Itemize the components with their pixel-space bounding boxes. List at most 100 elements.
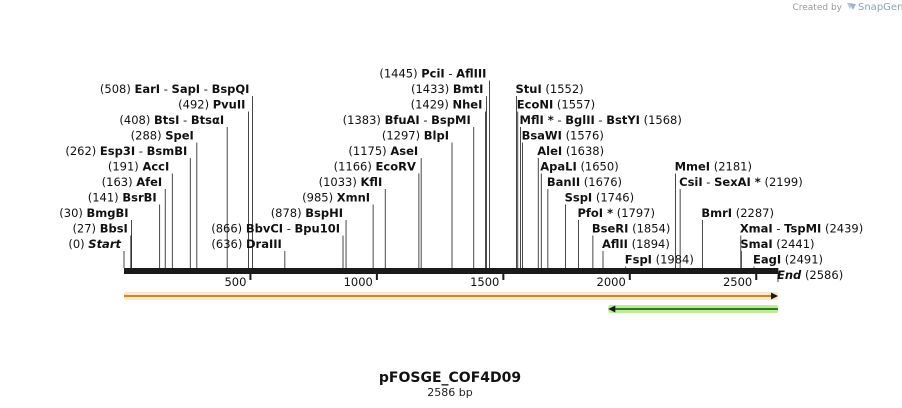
site-label-esp3i[interactable]: (262) Esp3I - BsmBI (65, 144, 187, 158)
name-separator: - (445, 67, 456, 81)
site-position: (1175) (348, 144, 386, 158)
site-position: (1746) (596, 191, 634, 205)
enzyme-name: BseRI (592, 222, 629, 236)
site-label-xmni[interactable]: (985) XmnI (302, 191, 370, 205)
name-separator: - (160, 82, 171, 96)
site-position: (2439) (825, 222, 863, 236)
site-label-pfoi[interactable]: PfoI * (1797) (577, 206, 655, 220)
enzyme-name: BbvCI (246, 222, 283, 236)
site-label-bmri[interactable]: BmrI (2287) (701, 206, 774, 220)
enzyme-name: StuI (516, 82, 542, 96)
site-label-xmai[interactable]: XmaI - TspMI (2439) (740, 222, 863, 236)
site-label-start[interactable]: (0) Start (68, 237, 121, 251)
snapgene-credit: Created by SnapGene (792, 2, 902, 13)
site-position: (2491) (785, 253, 823, 267)
site-label-fspi[interactable]: FspI (1984) (625, 253, 694, 267)
site-label-alei[interactable]: AleI (1638) (537, 144, 604, 158)
enzyme-name: BbsI (100, 222, 128, 236)
enzyme-name: SapI (172, 82, 201, 96)
enzyme-name: BsaWI (522, 129, 562, 143)
site-label-bseri[interactable]: BseRI (1854) (592, 222, 670, 236)
site-label-afei[interactable]: (163) AfeI (102, 175, 163, 189)
features-track (124, 292, 778, 313)
site-label-eagi[interactable]: EagI (2491) (753, 253, 823, 267)
site-position: (985) (302, 191, 333, 205)
site-label-eari[interactable]: (508) EarI - SapI - BspQI (100, 82, 250, 96)
site-position: (636) (211, 237, 242, 251)
site-label-blpi[interactable]: (1297) BlpI (382, 129, 449, 143)
site-label-bsawi[interactable]: BsaWI (1576) (522, 129, 604, 143)
enzyme-name: KflI (361, 175, 383, 189)
site-label-smai[interactable]: SmaI (2441) (740, 237, 814, 251)
feature-green-reverse[interactable] (608, 305, 778, 313)
site-position: (1576) (566, 129, 604, 143)
enzyme-name: FspI (625, 253, 652, 267)
feature-orange-forward[interactable] (124, 292, 778, 300)
site-label-spei[interactable]: (288) SpeI (131, 129, 194, 143)
ruler-tick-label: 500 (224, 275, 246, 289)
enzyme-name: BspHI (305, 206, 343, 220)
site-label-bsphi[interactable]: (878) BspHI (271, 206, 343, 220)
site-label-acci[interactable]: (191) AccI (108, 160, 169, 174)
site-position: (27) (72, 222, 96, 236)
site-label-apali[interactable]: ApaLI (1650) (540, 160, 618, 174)
site-label-aflii[interactable]: AflII (1894) (602, 237, 670, 251)
site-label-sspi[interactable]: SspI (1746) (565, 191, 635, 205)
site-label-econi[interactable]: EcoNI (1557) (517, 98, 595, 112)
site-label-bbsi[interactable]: (27) BbsI (72, 222, 127, 236)
site-position: (2586) (805, 268, 843, 282)
site-position: (1797) (617, 206, 655, 220)
site-label-ecorv[interactable]: (1166) EcoRV (334, 160, 416, 174)
enzyme-name: AflII (602, 237, 628, 251)
site-position: (492) (178, 98, 209, 112)
site-label-end[interactable]: End (2586) (777, 268, 843, 282)
site-position: (1383) (343, 113, 381, 127)
site-label-bbvci[interactable]: (866) BbvCI - Bpu10I (211, 222, 340, 236)
site-label-asei[interactable]: (1175) AseI (348, 144, 418, 158)
plasmid-length: 2586 bp (427, 386, 472, 399)
site-position: (1552) (545, 82, 583, 96)
site-label-banii[interactable]: BanII (1676) (547, 175, 622, 189)
site-label-btsi[interactable]: (408) BtsI - BtsαI (119, 113, 224, 127)
site-label-draiii[interactable]: (636) DraIII (211, 237, 281, 251)
enzyme-name: BlpI (424, 129, 449, 143)
enzyme-name: SpeI (165, 129, 194, 143)
enzyme-name: NheI (453, 98, 483, 112)
site-label-pcii[interactable]: (1445) PciI - AflIII (379, 67, 486, 81)
enzyme-name: SmaI (740, 237, 772, 251)
backbone: 500 1000 1500 2000 2500 (124, 268, 778, 289)
site-position: (141) (88, 191, 119, 205)
credit-brand: SnapGene (858, 2, 902, 13)
site-label-bfuai[interactable]: (1383) BfuAI - BspMI (343, 113, 471, 127)
enzyme-name: XmaI (740, 222, 773, 236)
site-label-pvuii[interactable]: (492) PvuII (178, 98, 245, 112)
site-label-bsrbi[interactable]: (141) BsrBI (88, 191, 157, 205)
site-position: (1676) (584, 175, 622, 189)
site-label-bmgbi[interactable]: (30) BmgBI (59, 206, 128, 220)
site-position: (1894) (632, 237, 670, 251)
site-position: (1033) (319, 175, 357, 189)
site-label-bmti[interactable]: (1433) BmtI (411, 82, 483, 96)
enzyme-name: BsrBI (122, 191, 156, 205)
site-label-mfli[interactable]: MflI * - BglII - BstYI (1568) (520, 113, 682, 127)
enzyme-name: AseI (390, 144, 418, 158)
site-label-stui[interactable]: StuI (1552) (516, 82, 584, 96)
site-label-mmei[interactable]: MmeI (2181) (675, 160, 752, 174)
site-position: (866) (211, 222, 242, 236)
site-position: (1854) (632, 222, 670, 236)
enzyme-name: BstYI (606, 113, 640, 127)
name-separator: - (554, 113, 565, 127)
enzyme-name: BfuAI (385, 113, 420, 127)
enzyme-name: TspMI (784, 222, 821, 236)
site-position: (1429) (411, 98, 449, 112)
arrow-right-icon (771, 292, 778, 300)
backbone-top-line (124, 268, 778, 274)
site-label-csii[interactable]: CsiI - SexAI * (2199) (679, 175, 803, 189)
site-label-nhei[interactable]: (1429) NheI (411, 98, 483, 112)
site-label-kfli[interactable]: (1033) KflI (319, 175, 383, 189)
enzyme-name: XmnI (337, 191, 370, 205)
site-position: (262) (65, 144, 96, 158)
site-position: (1433) (411, 82, 449, 96)
enzyme-name: EcoNI (517, 98, 553, 112)
enzyme-name: PvuII (213, 98, 246, 112)
